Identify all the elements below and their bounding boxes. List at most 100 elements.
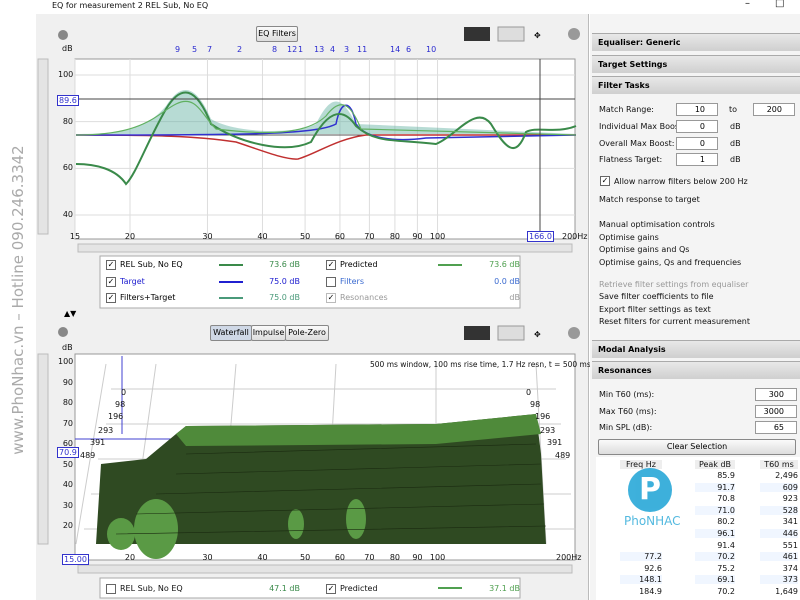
action-link[interactable]: Reset filters for current measurement — [599, 317, 750, 326]
checkbox[interactable]: ✓ — [600, 176, 610, 186]
filter-number[interactable]: 10 — [426, 45, 437, 54]
field-input[interactable]: 1 — [676, 153, 718, 166]
table-cell[interactable]: 609 — [760, 482, 798, 492]
table-cell[interactable]: 71.0 — [695, 505, 735, 515]
table-cell[interactable]: 461 — [760, 552, 798, 562]
table-cell[interactable]: 85.9 — [717, 471, 735, 480]
field-input[interactable]: 0 — [676, 136, 718, 150]
move-icon[interactable]: ✥ — [534, 31, 541, 40]
table-cell[interactable]: 374 — [782, 563, 798, 573]
checkbox-label[interactable]: Allow narrow filters below 200 Hz — [614, 177, 748, 186]
view-button[interactable]: Impulse — [251, 325, 286, 341]
table-cell[interactable]: 528 — [760, 505, 798, 515]
field-input[interactable]: 200 — [753, 103, 795, 116]
move-icon[interactable]: ✥ — [534, 330, 541, 339]
legend-value: 75.0 dB — [269, 293, 300, 302]
legend-checkbox[interactable]: ✓ — [106, 293, 116, 303]
table-cell[interactable]: 91.7 — [695, 482, 735, 492]
scrollbar[interactable] — [77, 564, 573, 574]
table-cell[interactable]: 70.2 — [695, 552, 735, 562]
camera-icon[interactable] — [58, 30, 68, 40]
filter-number[interactable]: 3 — [344, 45, 350, 54]
camera-icon[interactable] — [58, 327, 68, 337]
legend-checkbox[interactable]: ✓ — [326, 293, 336, 303]
table-cell[interactable]: 80.2 — [717, 517, 735, 527]
filter-number[interactable]: 5 — [192, 45, 198, 54]
filter-number[interactable]: 8 — [272, 45, 278, 54]
maximize[interactable]: □ — [775, 0, 785, 9]
action-link[interactable]: Optimise gains, Qs and frequencies — [599, 257, 742, 267]
table-cell[interactable]: 341 — [782, 517, 798, 527]
filter-number[interactable]: 12 — [287, 45, 298, 54]
legend-value: 73.6 dB — [489, 260, 520, 269]
field-input[interactable]: 3000 — [755, 404, 797, 418]
view-button[interactable]: Waterfall — [210, 325, 252, 341]
action-link[interactable]: Export filter settings as text — [599, 304, 711, 314]
filter-number[interactable]: 11 — [357, 45, 368, 54]
table-cell[interactable]: 184.9 — [639, 587, 662, 596]
field-input[interactable]: 10 — [676, 103, 718, 116]
field-input[interactable]: 65 — [755, 421, 797, 434]
legend-checkbox[interactable]: ✓ — [106, 276, 116, 287]
scrollbar[interactable] — [37, 353, 49, 545]
legend-checkbox[interactable] — [106, 584, 116, 594]
layout-icon[interactable] — [464, 326, 490, 340]
legend-checkbox[interactable] — [326, 276, 336, 287]
legend-checkbox[interactable]: ✓ — [326, 584, 336, 594]
table-cell[interactable]: 70.2 — [717, 587, 735, 596]
time-label: 196 — [108, 412, 124, 421]
view-button[interactable]: Pole-Zero — [285, 325, 329, 341]
filter-number[interactable]: 6 — [406, 45, 412, 54]
action-link[interactable]: Manual optimisation controls — [599, 220, 715, 229]
settings-icon[interactable] — [568, 28, 580, 40]
filter-number[interactable]: 4 — [330, 45, 336, 54]
action-link[interactable]: Save filter coefficients to file — [599, 292, 714, 301]
table-cell[interactable]: 148.1 — [620, 575, 662, 585]
section-header[interactable]: Equaliser: Generic — [592, 33, 800, 51]
action-link[interactable]: Optimise gains — [599, 232, 659, 242]
clear-button[interactable]: Clear Selection — [598, 439, 796, 455]
table-cell[interactable]: 92.6 — [644, 563, 662, 573]
minimize[interactable]: – — [745, 0, 750, 9]
y-unit: dB — [62, 343, 73, 352]
layout-icon[interactable] — [497, 26, 525, 42]
table-cell[interactable]: 551 — [782, 540, 798, 550]
scrollbar[interactable] — [37, 58, 49, 235]
section-header[interactable]: Resonances — [592, 361, 800, 379]
settings-icon[interactable] — [568, 327, 580, 339]
filter-number[interactable]: 1 — [298, 45, 304, 54]
table-cell[interactable]: 923 — [782, 494, 798, 504]
y-tick-label: 80 — [62, 116, 73, 126]
table-cell[interactable]: 373 — [760, 575, 798, 585]
filter-number[interactable]: 13 — [314, 45, 325, 54]
field-input[interactable]: 300 — [755, 388, 797, 401]
table-header: T60 ms — [760, 460, 798, 469]
table-cell[interactable]: 70.8 — [717, 494, 735, 504]
legend-checkbox[interactable]: ✓ — [326, 260, 336, 270]
layout-icon[interactable] — [497, 325, 525, 341]
table-cell[interactable]: 77.2 — [620, 552, 662, 562]
table-cell[interactable]: 2,496 — [775, 471, 798, 480]
filter-number[interactable]: 9 — [175, 45, 181, 54]
field-input[interactable]: 0 — [676, 120, 718, 133]
filter-number[interactable]: 7 — [207, 45, 213, 54]
table-cell[interactable]: 91.4 — [717, 540, 735, 550]
layout-icon[interactable] — [464, 27, 490, 41]
eq-filters-button[interactable]: EQ Filters — [256, 26, 298, 42]
table-cell[interactable]: 446 — [760, 529, 798, 538]
scrollbar[interactable] — [77, 243, 573, 253]
table-cell[interactable]: 75.2 — [717, 563, 735, 573]
table-cell[interactable]: 69.1 — [695, 575, 735, 585]
legend-checkbox[interactable]: ✓ — [106, 260, 116, 270]
section-header[interactable]: Filter Tasks — [592, 76, 800, 94]
section-header[interactable]: Modal Analysis — [592, 340, 800, 358]
section-header[interactable]: Target Settings — [592, 54, 800, 73]
table-cell[interactable]: 1,649 — [775, 587, 798, 596]
filter-number[interactable]: 14 — [390, 45, 401, 54]
action-link[interactable]: Optimise gains and Qs — [599, 245, 690, 254]
action-link[interactable]: Match response to target — [599, 195, 700, 204]
filter-number[interactable]: 2 — [237, 45, 243, 54]
table-cell[interactable]: 96.1 — [695, 529, 735, 538]
legend-value: dB — [509, 293, 520, 302]
splitter[interactable]: ▲▼ — [64, 309, 77, 318]
